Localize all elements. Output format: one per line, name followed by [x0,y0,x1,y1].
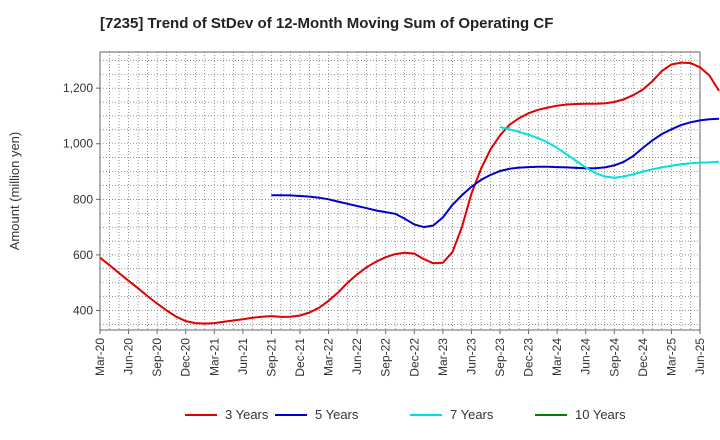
x-tick-label: Mar-20 [93,338,107,376]
x-tick-label: Sep-21 [264,338,278,377]
x-tick-label: Sep-22 [379,338,393,377]
series-line-7-years [499,126,720,179]
y-tick-label: 1,200 [63,81,93,95]
x-tick-label: Jun-21 [236,338,250,375]
x-tick-label: Jun-22 [350,338,364,375]
legend-label: 7 Years [450,407,494,422]
x-tick-label: Mar-25 [664,338,678,376]
y-tick-label: 400 [73,304,93,318]
x-tick-label: Mar-24 [550,338,564,376]
x-tick-label: Jun-23 [464,338,478,375]
x-tick-label: Dec-22 [407,338,421,377]
y-tick-label: 600 [73,248,93,262]
y-tick-label: 800 [73,192,93,206]
legend: 3 Years 5 Years 7 Years 10 Years [185,407,626,422]
x-tick-label: Dec-24 [636,338,650,377]
legend-label: 10 Years [575,407,626,422]
x-tick-label: Mar-22 [322,338,336,376]
chart-title: [7235] Trend of StDev of 12-Month Moving… [100,15,553,32]
x-axis-ticks: Mar-20 Jun-20 Sep-20 Dec-20 Mar-21 Jun-21 Sep-… [93,330,707,377]
x-tick-label: Mar-21 [207,338,221,376]
series-line-5-years [271,117,720,229]
x-tick-label: Jun-25 [693,338,707,375]
series-lines [99,61,720,325]
x-tick-label: Sep-23 [493,338,507,377]
y-axis-title: Amount (million yen) [7,132,22,251]
y-tick-label: 1,000 [63,137,93,151]
x-tick-label: Dec-21 [293,338,307,377]
x-tick-label: Dec-23 [522,338,536,377]
legend-label: 3 Years [225,407,269,422]
x-tick-label: Sep-20 [150,338,164,377]
x-tick-label: Mar-23 [436,338,450,376]
legend-label: 5 Years [315,407,359,422]
series-line-3-years [99,61,720,325]
x-tick-label: Jun-24 [579,338,593,375]
x-tick-label: Sep-24 [607,338,621,377]
plot-area [99,51,701,331]
x-tick-label: Jun-20 [122,338,136,375]
y-axis-ticks: 400 600 800 1,000 1,200 [63,81,100,318]
x-tick-label: Dec-20 [179,338,193,377]
gridlines [100,52,700,330]
